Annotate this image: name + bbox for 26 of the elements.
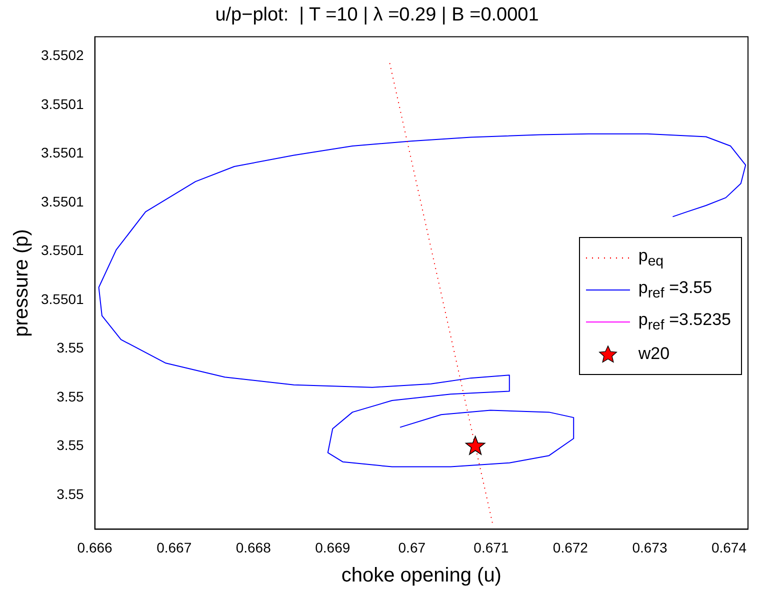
x-tick-label: 0.666 [77, 539, 113, 556]
x-axis-title: choke opening (u) [341, 564, 502, 587]
legend-label: w20 [638, 344, 670, 364]
y-axis-title: pressure (p) [10, 229, 33, 337]
legend-label: p$_{ref}$ =3.55 [638, 278, 712, 302]
x-tick-label: 0.671 [474, 539, 509, 556]
legend-label: p$_{eq}$ [638, 246, 664, 270]
y-tick-label: 3.55 [56, 486, 84, 502]
x-tick-label: 0.673 [632, 539, 668, 556]
y-tick-label: 3.5501 [40, 96, 84, 112]
y-tick-label: 3.55 [56, 388, 84, 404]
y-tick-label: 3.55 [56, 437, 84, 454]
x-tick-label: 0.669 [315, 539, 350, 556]
y-tick-label: 3.5501 [40, 144, 84, 161]
x-tick-label: 0.674 [711, 539, 747, 556]
y-tick-label: 3.55 [56, 340, 84, 356]
x-tick-label: 0.67 [398, 539, 426, 556]
y-tick-label: 3.5501 [40, 290, 84, 307]
x-tick-label: 0.672 [552, 539, 588, 556]
x-tick-label: 0.667 [156, 539, 192, 556]
x-tick-label: 0.668 [236, 539, 272, 556]
y-tick-label: 3.5501 [40, 193, 84, 210]
y-tick-label: 3.5502 [40, 47, 84, 64]
chart-title: u/p−plot: | T =10 | λ =0.29 | B =0.0001 [215, 4, 539, 26]
y-tick-label: 3.5501 [40, 242, 84, 258]
legend-label: p$_{ref}$ =3.5235 [638, 310, 731, 334]
